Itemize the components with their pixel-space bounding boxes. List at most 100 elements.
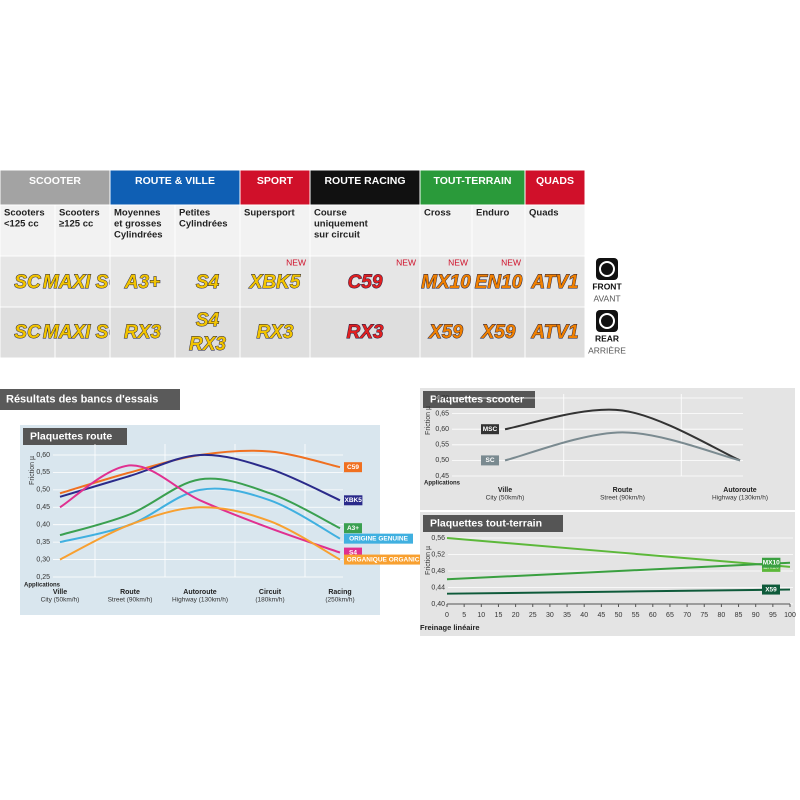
y-tick-label: 0,50 xyxy=(36,487,50,494)
x-tick-label: 60 xyxy=(649,612,657,619)
front-cell xyxy=(174,255,241,308)
series-line xyxy=(504,431,741,462)
product-rear: SC xyxy=(14,322,41,343)
product-front: C59 xyxy=(348,272,383,293)
product-front: SC xyxy=(14,272,41,293)
group-label: QUADS xyxy=(536,175,574,187)
column-label: Petites xyxy=(179,208,210,219)
rear-cell xyxy=(54,306,111,359)
series-label: XBK5 xyxy=(345,497,363,504)
x-tick-label: Route xyxy=(120,589,140,596)
x-tick-sublabel: Highway (130km/h) xyxy=(172,597,228,604)
column-label: Quads xyxy=(529,208,559,219)
column-header-cell xyxy=(524,204,586,257)
front-icon-disc xyxy=(599,261,615,277)
column-header-cell xyxy=(174,204,241,257)
product-front: ATV1 xyxy=(530,272,578,293)
chart-panel xyxy=(420,388,795,510)
column-label: Course xyxy=(314,208,347,219)
x-tick-label: Autoroute xyxy=(183,589,217,596)
y-tick-label: 0,25 xyxy=(36,574,50,581)
rear-cell xyxy=(109,306,176,359)
product-front: MX10 xyxy=(421,272,471,293)
x-tick-label: 25 xyxy=(529,612,537,619)
series-label-box xyxy=(344,523,362,534)
rear-icon-disc xyxy=(599,313,615,329)
chart-title-tab xyxy=(423,391,535,408)
group-label: SPORT xyxy=(257,175,294,187)
series-label: ORGANIQUE ORGANIC xyxy=(347,556,420,563)
series-label: SC xyxy=(485,457,494,464)
x-tick-label: 90 xyxy=(752,612,760,619)
x-tick-label: 10 xyxy=(477,612,485,619)
series-label-box xyxy=(344,554,423,565)
y-tick-label: 0,48 xyxy=(431,568,445,575)
y-tick-label: 0,52 xyxy=(431,551,445,558)
y-axis-label: Friction µ xyxy=(425,406,432,435)
group-header xyxy=(109,169,241,206)
x-tick-sublabel: Street (90km/h) xyxy=(108,597,153,604)
product-front: A3+ xyxy=(124,272,160,293)
series-label: X59 xyxy=(765,586,777,593)
y-axis-label: Friction µ xyxy=(425,546,432,575)
y-tick-label: 0,55 xyxy=(435,442,449,449)
y-tick-label: 0,35 xyxy=(36,539,50,546)
group-header xyxy=(524,169,586,206)
new-badge: NEW xyxy=(501,257,521,267)
product-rear: X59 xyxy=(428,322,463,343)
x-tick-label: Autoroute xyxy=(723,487,757,494)
product-rear: MAXI SC xyxy=(43,322,122,343)
x-tick-label: 50 xyxy=(615,612,623,619)
x-tick-label: 15 xyxy=(495,612,503,619)
section-title: Résultats des bancs d'essais xyxy=(6,393,158,405)
x-tick-label: 20 xyxy=(512,612,520,619)
new-badge: NEW xyxy=(396,257,416,267)
x-axis-label: Applications xyxy=(424,481,461,487)
y-tick-label: 0,44 xyxy=(431,584,445,591)
chart-title: Plaquettes tout-terrain xyxy=(430,517,542,529)
product-front: XBK5 xyxy=(249,272,301,293)
y-tick-label: 0,55 xyxy=(36,469,50,476)
y-tick-label: 0,40 xyxy=(36,522,50,529)
column-label: ≥125 cc xyxy=(59,219,93,230)
series-label-box xyxy=(344,547,362,558)
column-label: Enduro xyxy=(476,208,509,219)
column-label: et grosses xyxy=(114,219,162,230)
series-label: C59 xyxy=(347,464,359,471)
x-tick-label: Circuit xyxy=(259,589,282,596)
group-label: TOUT-TERRAIN xyxy=(434,175,512,187)
y-tick-label: 0,50 xyxy=(435,457,449,464)
column-header-cell xyxy=(109,204,176,257)
x-tick-label: 5 xyxy=(462,612,466,619)
front-cell xyxy=(309,255,421,308)
series-line xyxy=(59,453,341,502)
front-cell xyxy=(419,255,473,308)
group-header xyxy=(419,169,526,206)
x-tick-label: 45 xyxy=(597,612,605,619)
series-line xyxy=(59,487,341,544)
series-label-box xyxy=(762,584,780,595)
column-label: uniquement xyxy=(314,219,369,230)
y-tick-label: 0,45 xyxy=(36,504,50,511)
series-label: S4 xyxy=(349,549,357,556)
front-cell xyxy=(239,255,311,308)
x-tick-label: 0 xyxy=(445,612,449,619)
y-tick-label: 0,30 xyxy=(36,556,50,563)
x-tick-label: 100 xyxy=(784,612,796,619)
column-label: sur circuit xyxy=(314,230,361,241)
product-rear: ATV1 xyxy=(530,322,578,343)
x-tick-label: Ville xyxy=(53,589,67,596)
front-cell xyxy=(524,255,586,308)
group-label: ROUTE RACING xyxy=(324,175,405,187)
column-label: Scooters xyxy=(59,208,100,219)
front-cell xyxy=(471,255,526,308)
front-sublabel: AVANT xyxy=(593,293,620,303)
product-rear: RX3 xyxy=(124,322,161,343)
rear-label: REAR xyxy=(595,333,619,343)
product-rear: RX3 xyxy=(347,322,384,343)
y-tick-label: 0,70 xyxy=(435,395,449,402)
chart-panel xyxy=(20,425,380,615)
product-rear: X59 xyxy=(481,322,516,343)
column-label: Moyennes xyxy=(114,208,160,219)
